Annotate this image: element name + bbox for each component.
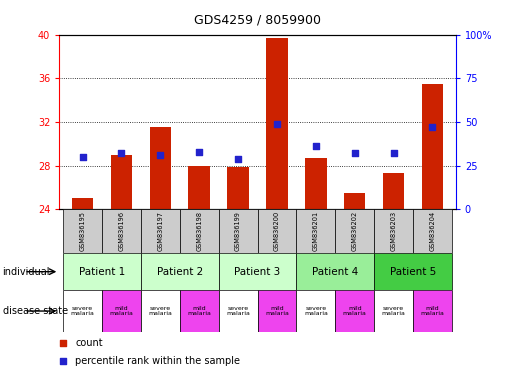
Text: mild
malaria: mild malaria [265, 306, 289, 316]
Text: GSM836204: GSM836204 [430, 211, 436, 252]
Bar [111, 155, 132, 209]
Bar [102, 290, 141, 332]
Point [428, 124, 437, 130]
Text: GSM836202: GSM836202 [352, 211, 358, 252]
Bar [63, 290, 102, 332]
Bar [63, 209, 102, 253]
Text: Patient 5: Patient 5 [390, 266, 436, 277]
Bar [141, 209, 180, 253]
Bar [266, 38, 288, 209]
Text: mild
malaria: mild malaria [110, 306, 133, 316]
Bar [141, 290, 180, 332]
Point [312, 143, 320, 149]
Text: mild
malaria: mild malaria [343, 306, 367, 316]
Bar [335, 209, 374, 253]
Bar [72, 199, 93, 209]
Bar [258, 290, 296, 332]
Bar [305, 158, 327, 209]
Bar [422, 84, 443, 209]
Point [59, 340, 67, 346]
Bar [141, 253, 219, 290]
Bar [258, 209, 296, 253]
Text: Patient 1: Patient 1 [79, 266, 125, 277]
Bar [344, 193, 365, 209]
Bar [150, 127, 171, 209]
Text: severe
malaria: severe malaria [148, 306, 172, 316]
Bar [374, 253, 452, 290]
Text: GSM836199: GSM836199 [235, 212, 241, 251]
Text: severe
malaria: severe malaria [71, 306, 94, 316]
Point [351, 150, 359, 156]
Bar [383, 173, 404, 209]
Text: GSM836198: GSM836198 [196, 211, 202, 252]
Bar [219, 209, 258, 253]
Bar [413, 209, 452, 253]
Bar [413, 290, 452, 332]
Point [195, 149, 203, 155]
Bar [374, 290, 413, 332]
Bar [219, 253, 296, 290]
Bar [180, 290, 219, 332]
Text: GSM836201: GSM836201 [313, 211, 319, 252]
Point [273, 121, 281, 127]
Text: Patient 4: Patient 4 [312, 266, 358, 277]
Bar [296, 290, 335, 332]
Text: severe
malaria: severe malaria [226, 306, 250, 316]
Text: GDS4259 / 8059900: GDS4259 / 8059900 [194, 13, 321, 26]
Text: count: count [75, 338, 102, 348]
Bar [180, 209, 219, 253]
Bar [296, 253, 374, 290]
Text: GSM836203: GSM836203 [390, 211, 397, 252]
Text: mild
malaria: mild malaria [421, 306, 444, 316]
Point [234, 156, 242, 162]
Bar [63, 253, 141, 290]
Text: GSM836200: GSM836200 [274, 211, 280, 252]
Point [78, 154, 87, 160]
Bar [335, 290, 374, 332]
Text: individual: individual [3, 266, 50, 277]
Point [59, 358, 67, 364]
Text: Patient 3: Patient 3 [234, 266, 281, 277]
Text: disease state: disease state [3, 306, 67, 316]
Bar [219, 290, 258, 332]
Text: mild
malaria: mild malaria [187, 306, 211, 316]
Text: GSM836197: GSM836197 [157, 211, 163, 252]
Bar [188, 166, 210, 209]
Bar [296, 209, 335, 253]
Point [389, 150, 398, 156]
Point [117, 150, 126, 156]
Text: percentile rank within the sample: percentile rank within the sample [75, 356, 240, 366]
Bar [227, 167, 249, 209]
Text: severe
malaria: severe malaria [304, 306, 328, 316]
Point [156, 152, 164, 158]
Text: GSM836195: GSM836195 [79, 211, 85, 252]
Text: GSM836196: GSM836196 [118, 211, 125, 252]
Bar [102, 209, 141, 253]
Text: Patient 2: Patient 2 [157, 266, 203, 277]
Text: severe
malaria: severe malaria [382, 306, 405, 316]
Bar [374, 209, 413, 253]
